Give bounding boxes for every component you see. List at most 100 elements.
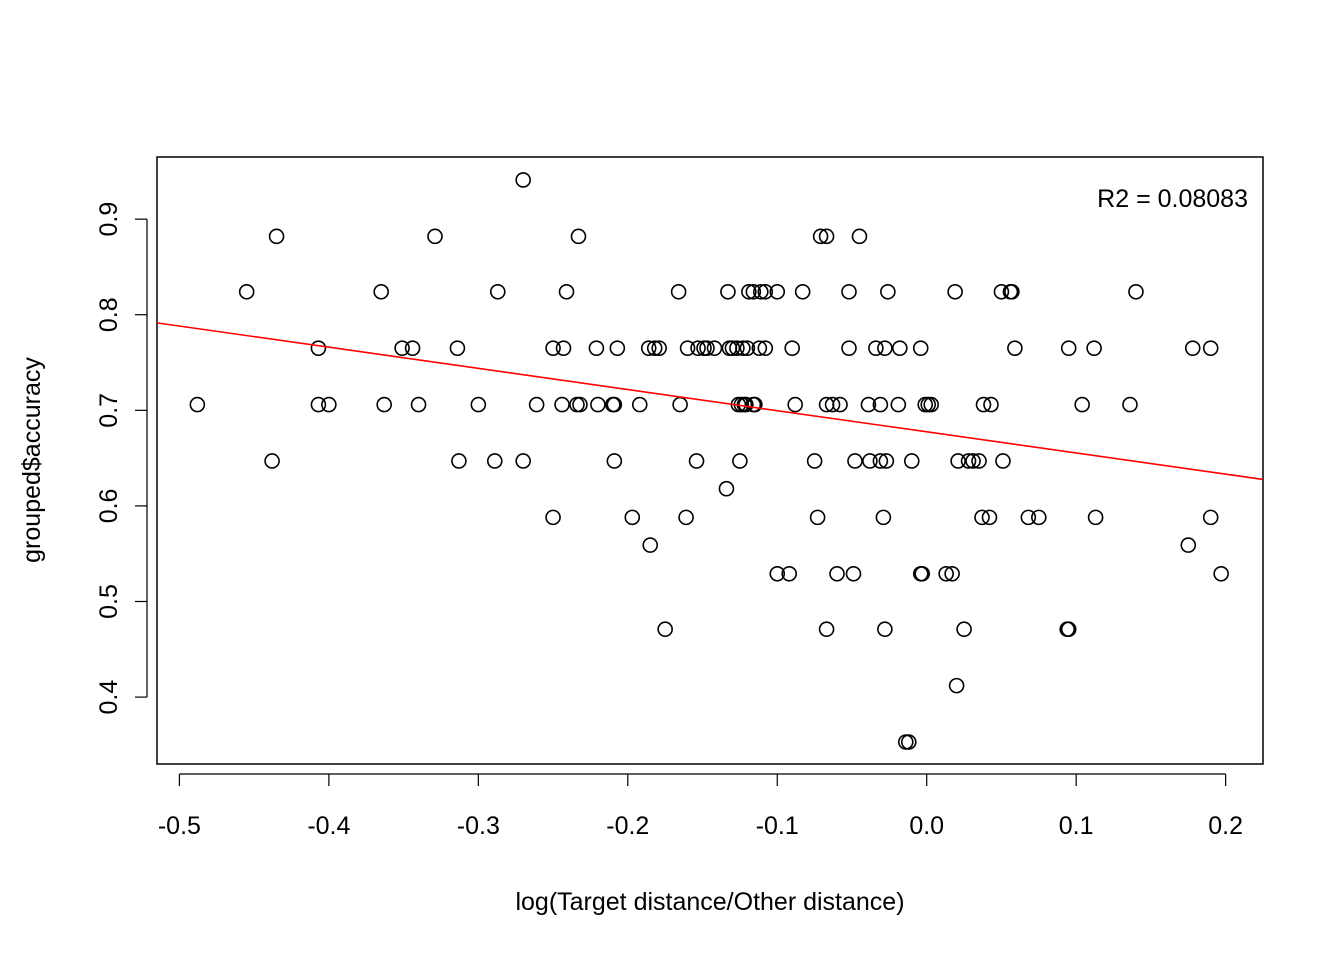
data-point: [554, 396, 570, 413]
data-point: [784, 340, 801, 356]
data-point: [862, 453, 878, 469]
data-point: [545, 509, 561, 526]
data-point: [832, 396, 848, 413]
data-point: [903, 453, 920, 469]
data-point: [877, 340, 893, 356]
data-point: [1004, 283, 1020, 300]
data-point: [841, 340, 857, 356]
data-point: [751, 340, 768, 356]
data-point: [993, 283, 1010, 300]
data-point: [268, 228, 285, 245]
data-point: [515, 172, 531, 188]
x-tick-label: -0.5: [158, 812, 201, 840]
data-point: [824, 396, 841, 413]
data-point: [948, 677, 965, 694]
data-point: [741, 283, 757, 300]
data-point: [847, 453, 863, 469]
data-point: [753, 283, 769, 300]
data-point: [588, 340, 605, 356]
data-point: [1180, 537, 1197, 553]
data-point: [688, 453, 705, 469]
data-point: [609, 340, 626, 356]
data-point: [718, 480, 735, 497]
data-point: [875, 509, 892, 526]
data-point: [892, 340, 908, 356]
data-point: [845, 565, 862, 582]
data-point: [818, 621, 835, 638]
x-tick-label: -0.3: [457, 812, 500, 840]
data-point: [651, 340, 667, 356]
data-point: [1031, 509, 1047, 526]
x-tick-label: 0.0: [909, 812, 944, 840]
data-point: [872, 396, 889, 413]
data-point: [606, 453, 623, 469]
data-point: [1122, 396, 1138, 413]
data-point: [794, 283, 811, 300]
y-tick-label: 0.9: [95, 202, 123, 237]
y-tick-label: 0.8: [95, 297, 123, 332]
data-point: [818, 228, 835, 245]
data-point: [678, 509, 694, 526]
data-point: [555, 340, 572, 356]
data-point: [670, 283, 687, 300]
data-point: [983, 396, 999, 413]
r-squared-annotation: R2 = 0.08083: [1097, 185, 1248, 213]
y-tick-label: 0.5: [95, 584, 123, 619]
data-point: [679, 340, 696, 356]
data-point: [321, 396, 337, 413]
data-point: [515, 453, 531, 469]
data-point: [950, 453, 966, 469]
data-point: [569, 396, 585, 413]
data-point: [310, 340, 327, 356]
data-point: [451, 453, 467, 469]
data-point: [486, 453, 503, 469]
x-axis-title: log(Target distance/Other distance): [515, 888, 904, 916]
data-point: [974, 509, 990, 526]
y-tick-label: 0.4: [95, 680, 123, 715]
data-point: [1202, 340, 1219, 356]
data-point: [806, 453, 823, 469]
x-tick-label: 0.1: [1059, 812, 1094, 840]
plot-frame: [156, 156, 1264, 765]
data-point: [394, 340, 410, 356]
data-point: [489, 283, 506, 300]
data-point: [781, 565, 798, 582]
data-point: [606, 396, 623, 413]
data-point: [877, 621, 893, 638]
data-point: [1074, 396, 1090, 413]
data-point: [900, 734, 917, 750]
data-point: [880, 283, 896, 300]
data-point: [545, 340, 561, 356]
data-point: [975, 396, 992, 413]
y-axis: 0.4 0.5 0.6 0.7 0.8 0.9: [95, 202, 148, 715]
data-point: [947, 283, 963, 300]
data-point: [747, 396, 763, 413]
data-point: [631, 396, 648, 413]
data-point: [757, 283, 774, 300]
data-point: [735, 340, 751, 356]
regression-line: [156, 322, 1264, 481]
data-point: [1213, 565, 1229, 582]
data-point: [769, 565, 786, 582]
data-point: [1060, 621, 1077, 638]
data-point: [965, 453, 981, 469]
data-point: [944, 565, 960, 582]
data-point: [624, 509, 641, 526]
data-point: [376, 396, 392, 413]
data-point: [1007, 340, 1023, 356]
data-point: [410, 396, 427, 413]
data-point: [1060, 340, 1077, 356]
x-axis: -0.5 -0.4 -0.3 -0.2 -0.1 0.0 0.1 0.2: [158, 773, 1243, 840]
data-point: [590, 396, 606, 413]
data-point: [809, 509, 826, 526]
y-tick-label: 0.6: [95, 489, 123, 524]
data-points: [189, 172, 1229, 750]
data-point: [449, 340, 466, 356]
data-point: [264, 453, 280, 469]
data-point: [470, 396, 487, 413]
data-point: [672, 396, 688, 413]
data-point: [646, 340, 663, 356]
data-point: [404, 340, 421, 356]
data-point: [1087, 509, 1104, 526]
